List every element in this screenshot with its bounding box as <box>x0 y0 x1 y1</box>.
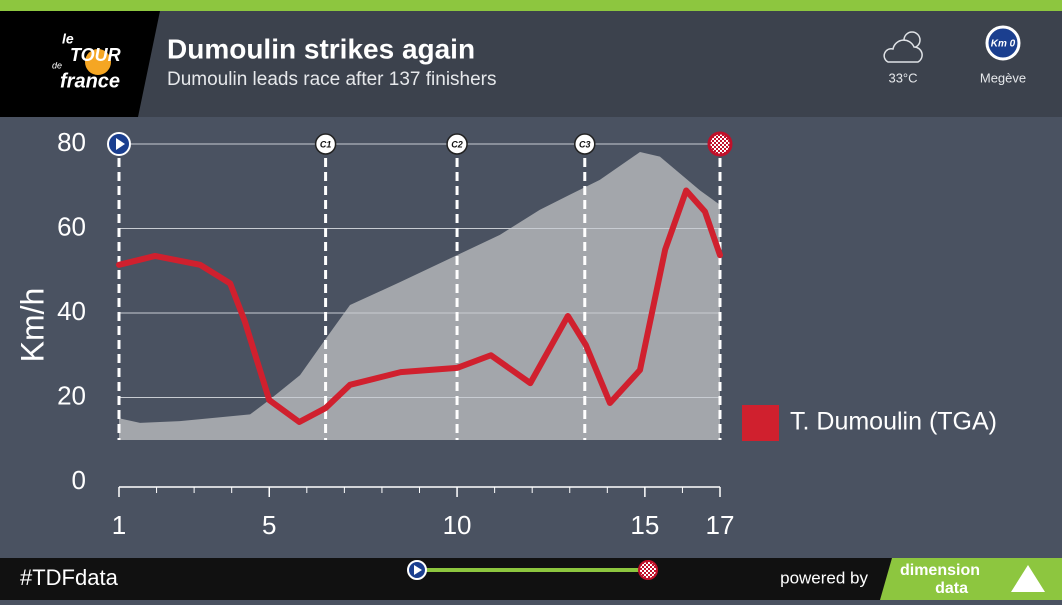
y-tick-label: 40 <box>57 296 86 326</box>
checkpoint-label: C1 <box>320 139 332 149</box>
sponsor-text: data <box>935 580 968 597</box>
y-tick-label: 80 <box>57 127 86 157</box>
y-tick-label: 60 <box>57 211 86 241</box>
logo-sun <box>85 49 111 75</box>
elevation-profile <box>119 152 720 440</box>
checkpoint-label: C2 <box>451 139 463 149</box>
legend-swatch <box>742 405 779 441</box>
subtitle: Dumoulin leads race after 137 finishers <box>167 69 497 90</box>
logo-box <box>0 11 160 117</box>
logo-text: le <box>62 31 74 47</box>
powered-by: powered by <box>780 568 868 587</box>
logo-text: france <box>60 70 120 92</box>
legend-label: T. Dumoulin (TGA) <box>790 408 997 436</box>
y-axis-label: Km/h <box>14 288 50 363</box>
top-bar <box>0 0 1062 11</box>
header <box>0 11 1062 117</box>
km0-text: Km 0 <box>991 39 1016 50</box>
y-tick-label: 20 <box>57 380 86 410</box>
title: Dumoulin strikes again <box>167 33 475 64</box>
weather-icon <box>883 31 923 63</box>
x-tick-label: 10 <box>443 510 472 540</box>
weather-temp: 33°C <box>888 70 917 85</box>
x-tick-label: 15 <box>630 510 659 540</box>
start-town: Megève <box>980 70 1026 85</box>
checkpoint-label: C3 <box>579 139 591 149</box>
sponsor-text: dimension <box>900 562 980 579</box>
x-tick-label: 5 <box>262 510 276 540</box>
hashtag: #TDFdata <box>20 565 119 590</box>
logo-text: TOUR <box>70 45 121 65</box>
finish-icon <box>707 131 733 157</box>
x-tick-label: 1 <box>112 510 126 540</box>
checkpoint-icon <box>574 133 596 155</box>
sponsor-logo <box>1011 565 1045 592</box>
progress-finish <box>638 560 658 580</box>
start-arrow <box>116 138 125 150</box>
checkpoint-icon <box>314 133 337 155</box>
x-tick-label: 17 <box>706 510 735 540</box>
speed-line <box>116 187 723 426</box>
y-tick-label: 0 <box>72 465 86 495</box>
logo-text: de <box>52 60 62 70</box>
km0-badge <box>985 25 1021 61</box>
progress-start-arrow <box>414 565 422 575</box>
checkpoint-icon <box>446 133 468 155</box>
